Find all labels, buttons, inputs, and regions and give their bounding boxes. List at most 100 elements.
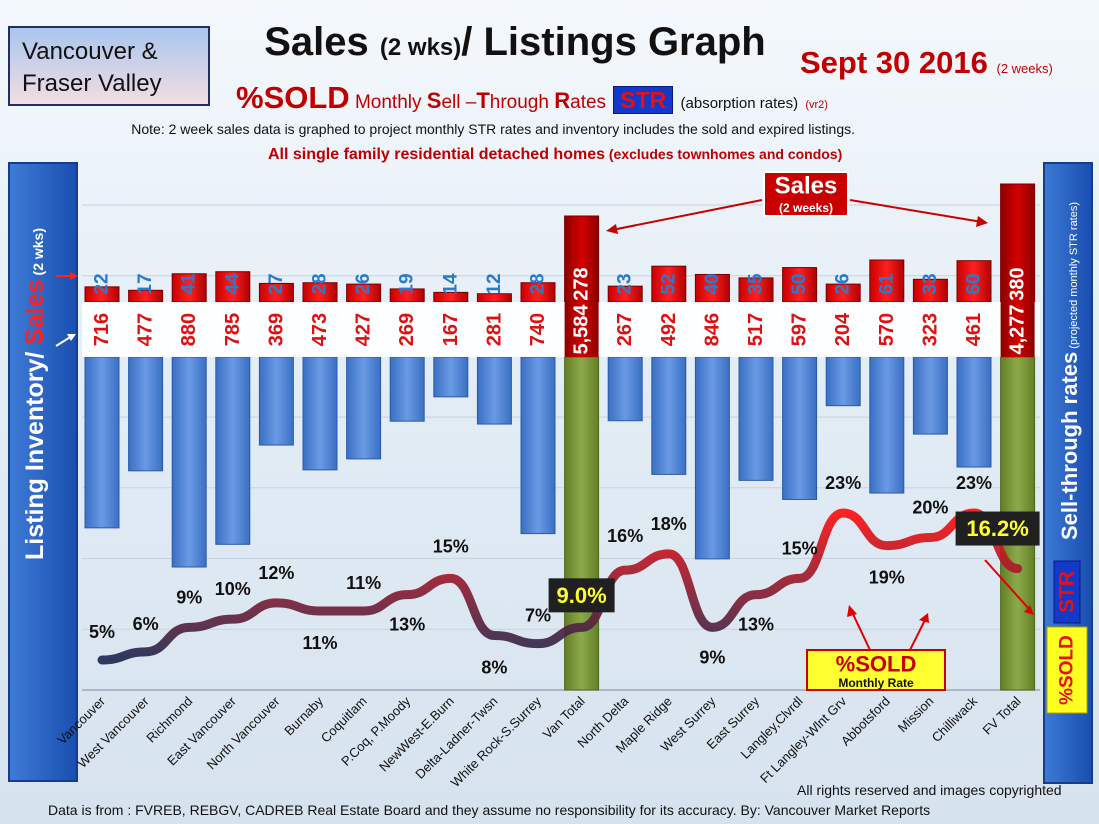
left-axis-label-a: Listing Inventory/ [21,345,49,560]
pct-label: 9.0% [557,583,607,608]
note2-small: (excludes townhomes and condos) [605,146,843,162]
inventory-arrow-head [67,334,76,341]
sales-value-label: 33 [920,273,941,294]
inventory-bar [651,356,687,475]
right-sold-badge-bg [1046,626,1088,714]
sold-line-path [97,508,1023,665]
sold-callout-text: %SOLD [836,652,917,677]
inventory-bar [171,356,207,568]
subtitle-r: R [554,88,571,113]
sold-callout-box [806,649,946,691]
pct-label: 6% [133,614,159,634]
pct-label: 18% [651,514,687,534]
listing-value-label: 570 [876,313,898,346]
inventory-bar [869,356,905,494]
sales-callout-box [763,171,849,217]
inventory-bar [738,356,774,481]
subtitle-ell: ell – [441,92,477,113]
sales-value-label: 22 [92,273,113,294]
right-axis-label: Sell-through rates (projected monthly ST… [1057,202,1082,540]
sales-callout-small: (2 weeks) [779,201,833,215]
x-tick-label: Chilliwack [929,693,981,745]
listing-value-label: 716 [91,313,113,346]
sales-value-label: 278 [571,267,593,300]
left-axis-label: Listing Inventory/ Sales (2 wks) [21,228,49,560]
sales-value-label: 50 [789,273,810,294]
pct-label: 10% [215,579,251,599]
pct-label: 16% [607,526,643,546]
sales-value-label: 12 [484,273,505,294]
inventory-bar [389,356,425,422]
sales-value-label: 35 [746,273,767,295]
sales-value-label: 14 [440,273,461,295]
sales-value-label: 380 [1007,267,1029,300]
pct-label: 15% [782,538,818,558]
listing-label-band [82,302,1040,357]
listing-value-label: 4,277 [1007,304,1029,354]
sales-value-label: 26 [353,273,374,294]
pct-label: 15% [433,536,469,556]
label-band [82,302,1040,357]
right-axis-label-a: Sell-through rates [1057,352,1082,540]
inventory-bar [825,356,861,407]
subtitle-str-badge: STR [613,86,674,114]
sales-bar [215,271,251,303]
region-box: Vancouver & Fraser Valley [8,26,210,106]
inventory-bar [520,356,556,535]
title-main: Sales [264,20,380,64]
sales-value-label: 41 [179,273,200,295]
x-tick-label: FV Total [980,693,1024,737]
chart-note: Note: 2 week sales data is graphed to pr… [131,121,855,137]
chart-subtitle: %SOLD Monthly Sell –Through Rates STR (a… [236,80,828,116]
inventory-bar [912,356,948,435]
chart-date: Sept 30 2016 (2 weeks) [800,45,1053,81]
sales-bar [564,215,600,303]
pct-label: 12% [258,563,294,583]
sales-callout-text: Sales [775,173,838,200]
listing-value-label: 427 [353,313,375,346]
sales-value-label: 61 [876,273,897,295]
listing-value-label: 369 [265,313,287,346]
sales-bar [171,273,207,303]
title-rest: / Listings Graph [461,20,766,64]
sales-value-label: 17 [135,273,156,294]
footer-source: Data is from : FVREB, REBGV, CADREB Real… [48,802,931,818]
listing-value-label: 167 [440,313,462,346]
sold-line [97,508,1023,665]
sales-callout-arrow-left-head [606,224,618,234]
listing-value-label: 477 [135,313,157,346]
subtitle-s: S [426,88,442,113]
inventory-bar [694,356,730,560]
title-small: (2 wks) [379,34,462,61]
sales-callout-arrow-right-head [976,216,988,227]
inventory-bar [84,356,120,529]
listing-value-label: 461 [963,313,985,346]
sales-bars [84,183,1036,303]
pct-label: 11% [302,633,337,653]
listing-value-label: 281 [483,313,505,346]
pct-label: 9% [176,587,202,607]
pct-label: 23% [956,473,992,493]
sales-value-label: 26 [833,273,854,294]
footer-rights: All rights reserved and images copyright… [797,782,1062,798]
inventory-bar [128,356,164,472]
pct-label: 19% [869,568,905,588]
inventory-bar [346,356,382,460]
sales-callout-arrow-left [611,199,763,231]
sold-callout-arrow-2-head [919,613,929,623]
chart-labels: 716 477 880 785 369 473 427 269 167 281 740 5,584 26… [89,267,1040,678]
sold-callout-arrow-2 [909,619,926,651]
pct-label: 23% [825,473,861,493]
sales-value-label: 19 [397,273,418,294]
date-main: Sept 30 2016 [800,45,988,80]
region-line-1: Vancouver & [22,38,158,65]
x-tick-label: Ft Langley-Wlnt Grv [757,693,850,786]
right-str-badge-bg [1053,560,1081,624]
listing-value-label: 204 [832,312,854,346]
sales-value-label: 27 [266,273,287,294]
listing-value-label: 473 [309,313,331,346]
total-band-cell [564,302,599,357]
pct-label: 7% [525,606,551,626]
subtitle-hrough: hrough [489,92,555,113]
